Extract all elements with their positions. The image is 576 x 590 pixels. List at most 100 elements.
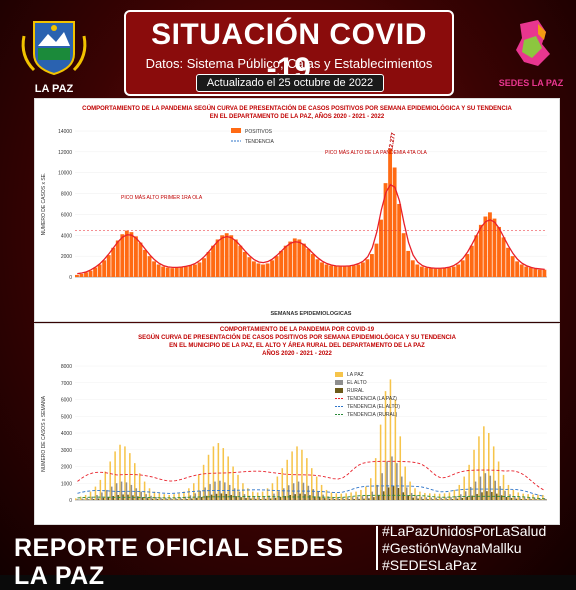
chart2-bar-1	[209, 484, 211, 500]
chart2-bar-1	[77, 499, 79, 500]
chart2-bar-2	[339, 499, 341, 500]
chart1-bar	[266, 263, 270, 277]
chart2-bar-1	[254, 497, 256, 500]
chart2-ytick-label: 2000	[61, 465, 72, 471]
chart1-bar	[465, 254, 469, 277]
chart2-ytick-label: 4000	[61, 431, 72, 437]
chart2-bar-2	[496, 494, 498, 500]
chart2-bar-0	[345, 493, 347, 500]
chart2-legend-label: TENDENCIA (EL ALTO)	[347, 404, 400, 410]
chart2-bar-2	[201, 497, 203, 500]
chart1-ytick-label: 0	[69, 275, 72, 281]
chart1-bar	[129, 232, 133, 277]
chart2-bar-0	[365, 487, 367, 500]
chart1-bar	[198, 262, 202, 277]
chart2-bar-2	[511, 498, 513, 500]
chart2-bar-2	[344, 499, 346, 500]
chart2-bar-1	[396, 463, 398, 500]
chart1-bar	[89, 271, 93, 277]
chart2-bar-2	[152, 499, 154, 500]
chart1-bar	[320, 262, 324, 277]
chart2-bar-2	[319, 497, 321, 500]
chart1-bar	[352, 266, 356, 277]
chart2-bar-2	[147, 498, 149, 500]
chart2-bar-1	[445, 497, 447, 500]
chart1-bar	[247, 257, 251, 277]
chart1-ytick-label: 4000	[61, 233, 72, 239]
chart1-bar	[193, 264, 197, 277]
chart2-bar-1	[283, 488, 285, 500]
chart1-bar	[542, 270, 546, 277]
municipal-chart-panel: COMPORTAMIENTO DE LA PANDEMIA POR COVID-…	[34, 323, 560, 525]
chart2-bar-0	[360, 490, 362, 500]
chart1-bar	[116, 241, 120, 278]
chart2-bar-1	[376, 485, 378, 500]
chart2-bar-2	[403, 492, 405, 500]
chart1-bar	[402, 233, 406, 277]
chart2-bar-2	[506, 497, 508, 500]
chart2-bar-0	[208, 455, 210, 500]
chart2-bar-0	[414, 488, 416, 500]
chart1-bar	[125, 231, 129, 277]
chart2-bar-0	[454, 490, 456, 500]
chart2-bar-1	[450, 497, 452, 500]
chart2-bar-0	[459, 485, 461, 500]
hashtag-3[interactable]: #SEDESLaPaz	[382, 557, 572, 574]
chart1-bar	[370, 254, 374, 277]
chart1-bar	[302, 244, 306, 277]
chart1-bar	[102, 260, 106, 277]
chart2-bar-1	[111, 487, 113, 500]
chart1-bar	[329, 266, 333, 277]
chart2-bar-0	[478, 436, 480, 500]
chart2-bar-2	[181, 499, 183, 500]
chart2-bar-2	[255, 499, 257, 500]
chart1-bar	[161, 267, 165, 277]
chart1-bar	[393, 168, 397, 278]
chart1-bar	[252, 261, 256, 277]
chart2-bar-0	[188, 488, 190, 500]
chart2-bar-2	[427, 499, 429, 500]
chart1-bar	[188, 266, 192, 277]
chart2-ylabel: NUMERO DE CASOS x SEMANA	[41, 395, 47, 472]
municipal-chart: 010002000300040005000600070008000NUMERO …	[35, 324, 559, 524]
chart2-legend-swatch	[335, 380, 343, 385]
chart1-legend-label: POSITIVOS	[245, 129, 273, 135]
hashtags: #LaPazUnidosPorLaSalud #GestiónWaynaMall…	[382, 523, 572, 574]
chart2-bar-2	[466, 497, 468, 500]
chart2-bar-0	[341, 494, 343, 500]
chart1-bar	[202, 258, 206, 277]
chart1-bar	[98, 264, 102, 277]
chart2-legend-label: RURAL	[347, 388, 364, 394]
chart1-bar	[411, 260, 415, 277]
footer-divider	[376, 526, 378, 570]
chart2-bar-0	[109, 461, 111, 500]
chart2-bar-1	[317, 492, 319, 500]
chart2-bar-1	[101, 492, 103, 500]
chart1-bar	[375, 244, 379, 277]
chart1-bar	[488, 212, 492, 277]
chart2-bar-1	[357, 497, 359, 500]
chart1-bar	[397, 204, 401, 277]
chart1-ylabel: NUMERO DE CASOS x SE.	[41, 173, 47, 236]
chart1-bar	[420, 267, 424, 277]
chart2-bar-2	[230, 495, 232, 500]
chart2-bar-2	[275, 498, 277, 500]
chart2-bar-2	[88, 499, 90, 500]
chart2-bar-1	[426, 497, 428, 500]
chart1-ytick-label: 10000	[58, 171, 72, 177]
chart2-bar-1	[86, 498, 88, 500]
chart2-bar-2	[422, 499, 424, 500]
chart2-bar-2	[260, 499, 262, 500]
chart2-bar-0	[316, 477, 318, 500]
hashtag-1[interactable]: #LaPazUnidosPorLaSalud	[382, 523, 572, 540]
chart2-legend-label: TENDENCIA (LA PAZ)	[347, 396, 397, 402]
chart2-bar-0	[105, 472, 107, 500]
chart2-bar-2	[280, 497, 282, 500]
chart2-bar-2	[353, 499, 355, 500]
hashtag-2[interactable]: #GestiónWaynaMallku	[382, 540, 572, 557]
chart2-bar-2	[235, 496, 237, 500]
chart1-bar	[511, 256, 515, 277]
chart1-bar	[120, 234, 124, 277]
chart2-bar-0	[296, 446, 298, 500]
chart1-bar	[179, 267, 183, 277]
